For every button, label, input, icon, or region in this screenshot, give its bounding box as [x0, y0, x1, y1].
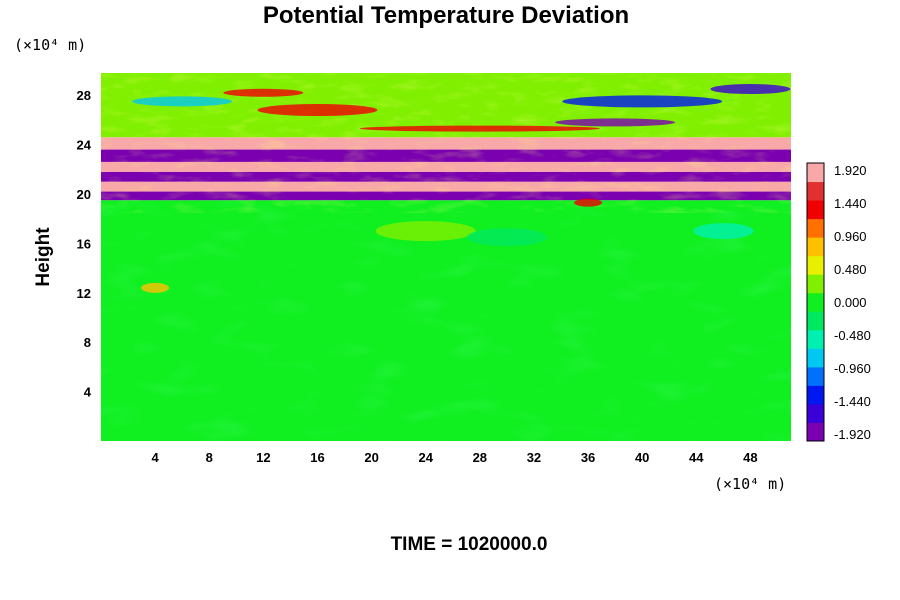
heatmap-feature [257, 104, 378, 117]
heatmap-feature [710, 84, 791, 95]
y-axis-label: Height [33, 227, 54, 287]
x-tick-label: 20 [364, 450, 378, 465]
y-axis-ticks: 4 8 12 16 20 24 28 [77, 88, 92, 399]
colorbar-segment [807, 237, 824, 257]
colorbar-tick-label: -1.440 [834, 394, 871, 409]
x-tick-label: 24 [418, 450, 433, 465]
y-tick-label: 4 [84, 385, 92, 400]
heatmap-feature [132, 96, 233, 107]
heatmap-feature [555, 118, 676, 127]
heatmap-feature [562, 95, 723, 108]
y-tick-label: 24 [77, 138, 92, 153]
x-tick-label: 12 [256, 450, 270, 465]
colorbar-segment [807, 385, 824, 405]
colorbar-tick-label: -1.920 [834, 427, 871, 442]
heatmap-feature [141, 282, 170, 293]
x-tick-label: 4 [152, 450, 160, 465]
colorbar-tick-label: 1.440 [834, 196, 867, 211]
colorbar-ticks: 1.920 1.440 0.960 0.480 0.000 -0.480 -0.960 -1.… [834, 163, 871, 442]
x-tick-label: 40 [635, 450, 649, 465]
heatmap-texture-turbulence [101, 73, 791, 213]
colorbar-segment [807, 163, 824, 183]
y-tick-label: 28 [77, 88, 91, 103]
heatmap-feature [375, 221, 476, 242]
heatmap-feature [693, 223, 754, 240]
colorbar-segment [807, 218, 824, 238]
y-tick-label: 16 [77, 236, 91, 251]
colorbar-tick-label: 0.480 [834, 262, 867, 277]
colorbar-segment [807, 366, 824, 386]
heatmap-feature [466, 228, 547, 247]
colorbar-segment [807, 311, 824, 331]
heatmap-plot-area [101, 73, 791, 441]
heatmap-feature [223, 88, 304, 97]
heatmap-features [132, 84, 791, 293]
x-tick-label: 36 [581, 450, 595, 465]
x-tick-label: 44 [689, 450, 704, 465]
colorbar [806, 162, 825, 442]
colorbar-segment [807, 403, 824, 423]
y-axis-unit: (×10⁴ m) [14, 36, 86, 54]
colorbar-segment [807, 422, 824, 442]
x-axis-unit: (×10⁴ m) [714, 475, 786, 493]
colorbar-segment [807, 274, 824, 294]
colorbar-segment [807, 181, 824, 201]
x-axis-ticks: 4 8 12 16 20 24 28 32 36 40 44 48 [152, 450, 758, 465]
colorbar-segment [807, 200, 824, 220]
colorbar-segment [807, 348, 824, 368]
colorbar-tick-label: 0.960 [834, 229, 867, 244]
y-tick-label: 12 [77, 286, 91, 301]
heatmap-feature [359, 125, 600, 132]
x-tick-label: 28 [473, 450, 487, 465]
y-tick-label: 8 [84, 335, 91, 350]
colorbar-segment [807, 292, 824, 312]
colorbar-tick-label: 1.920 [834, 163, 867, 178]
colorbar-segment [807, 255, 824, 275]
x-tick-label: 32 [527, 450, 541, 465]
time-label: TIME = 1020000.0 [391, 534, 548, 555]
y-tick-label: 20 [77, 187, 91, 202]
heatmap-feature [574, 198, 603, 207]
x-tick-label: 8 [206, 450, 213, 465]
x-tick-label: 16 [310, 450, 324, 465]
x-tick-label: 48 [743, 450, 757, 465]
colorbar-tick-label: -0.960 [834, 361, 871, 376]
colorbar-segment [807, 329, 824, 349]
colorbar-tick-label: 0.000 [834, 295, 867, 310]
colorbar-frame [806, 162, 825, 442]
chart-title: Potential Temperature Deviation [263, 2, 629, 29]
colorbar-tick-label: -0.480 [834, 328, 871, 343]
